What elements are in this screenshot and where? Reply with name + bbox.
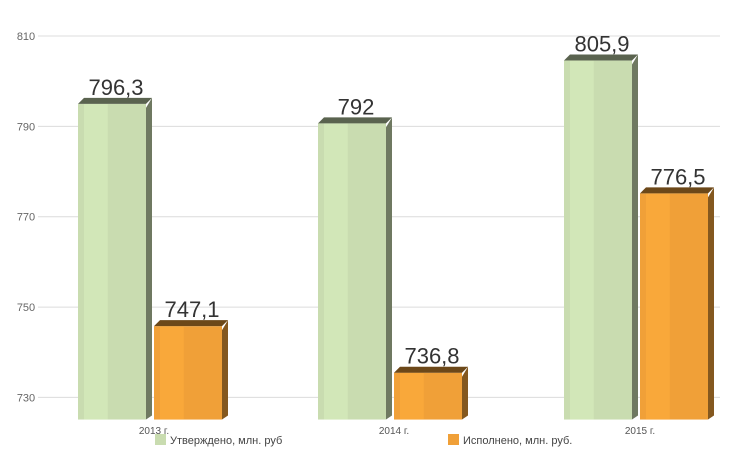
data-label-executed: 736,8 bbox=[404, 344, 459, 369]
bar-executed bbox=[394, 366, 468, 420]
y-tick-label: 750 bbox=[17, 302, 35, 314]
bar-approved bbox=[564, 54, 638, 420]
x-axis-ticks: 2013 г. 2014 г. 2015 г. bbox=[139, 426, 655, 437]
y-tick-label: 810 bbox=[17, 31, 35, 43]
bar-executed bbox=[154, 320, 228, 420]
y-tick-label: 730 bbox=[17, 392, 35, 404]
legend-label-executed: Исполнено, млн. руб. bbox=[463, 435, 572, 447]
x-tick-label: 2015 г. bbox=[625, 426, 655, 437]
legend: Утверждено, млн. руб Исполнено, млн. руб… bbox=[155, 434, 572, 447]
bar-approved bbox=[318, 117, 392, 420]
legend-swatch-executed bbox=[448, 434, 459, 445]
data-label-approved: 792 bbox=[338, 94, 375, 119]
bar-executed bbox=[640, 187, 714, 420]
data-labels: 796,3 747,1 792 736,8 805,9 776,5 bbox=[88, 32, 705, 369]
x-tick-label: 2014 г. bbox=[379, 426, 409, 437]
legend-label-approved: Утверждено, млн. руб bbox=[170, 435, 282, 447]
y-axis-ticks: 730 750 770 790 810 bbox=[17, 31, 35, 404]
y-tick-label: 790 bbox=[17, 121, 35, 133]
x-tick-label: 2013 г. bbox=[139, 426, 169, 437]
y-tick-label: 770 bbox=[17, 212, 35, 224]
bars bbox=[78, 54, 714, 420]
data-label-approved: 796,3 bbox=[88, 75, 143, 100]
data-label-executed: 776,5 bbox=[650, 164, 705, 189]
bar-approved bbox=[78, 97, 152, 420]
legend-swatch-approved bbox=[155, 434, 166, 445]
data-label-approved: 805,9 bbox=[574, 32, 629, 57]
data-label-executed: 747,1 bbox=[164, 297, 219, 322]
